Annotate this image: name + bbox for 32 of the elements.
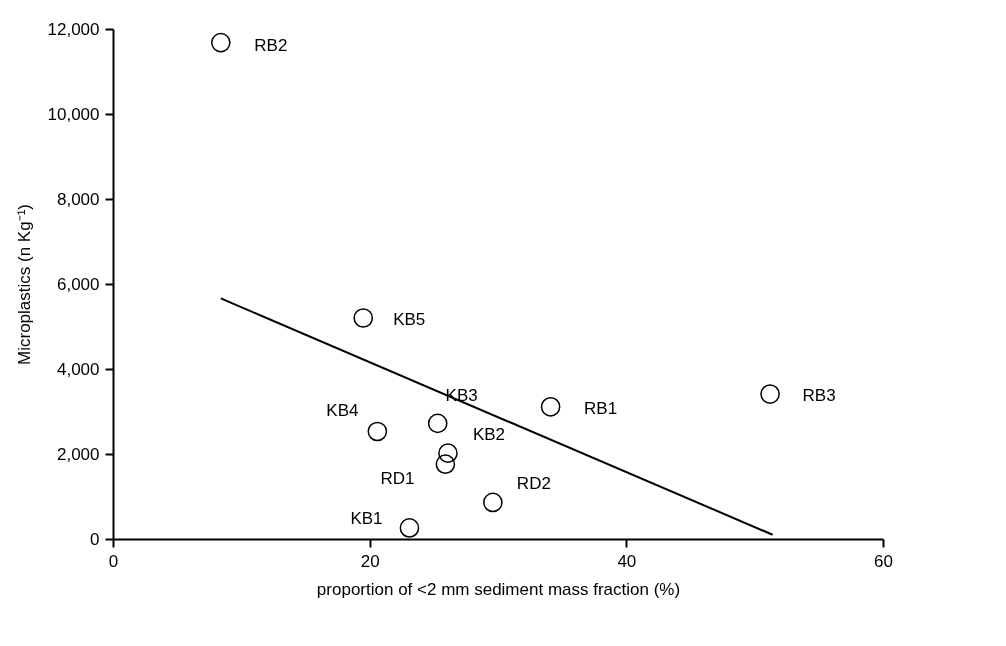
y-tick-label: 2,000 [56, 444, 100, 464]
data-label: RB2 [254, 35, 288, 55]
data-label: RB1 [584, 398, 618, 418]
data-label: RB3 [802, 386, 836, 406]
y-tick-label: 4,000 [56, 359, 100, 379]
y-tick-label: 10,000 [47, 104, 100, 124]
y-tick-label: 12,000 [47, 19, 100, 39]
point [483, 492, 503, 513]
point [540, 397, 561, 417]
y-tick-label: 0 [90, 529, 100, 549]
y-tick-label: 8,000 [56, 189, 100, 209]
point [399, 518, 420, 538]
point [427, 413, 448, 434]
point [210, 32, 231, 53]
x-axis-title: proportion of <2 mm sediment mass fraction (%) [316, 579, 681, 599]
point [438, 443, 458, 463]
data-label: KB1 [350, 508, 383, 528]
x-tick-label: 60 [874, 551, 893, 571]
y-axis-title: Microplastics (n Kg⁻¹) [14, 204, 34, 365]
point [435, 454, 456, 475]
data-label: KB5 [393, 310, 426, 329]
y-tick-label: 6,000 [56, 274, 100, 294]
data-label: RD1 [380, 469, 415, 489]
x-tick-label: 20 [360, 551, 380, 571]
data-label: KB4 [326, 401, 359, 421]
x-tick-label: 40 [617, 551, 637, 571]
data-label: KB2 [472, 425, 506, 445]
point [367, 421, 388, 442]
data-label: RD2 [516, 474, 551, 494]
point [760, 384, 780, 404]
x-tick-label: 0 [108, 551, 119, 571]
point [353, 308, 374, 328]
